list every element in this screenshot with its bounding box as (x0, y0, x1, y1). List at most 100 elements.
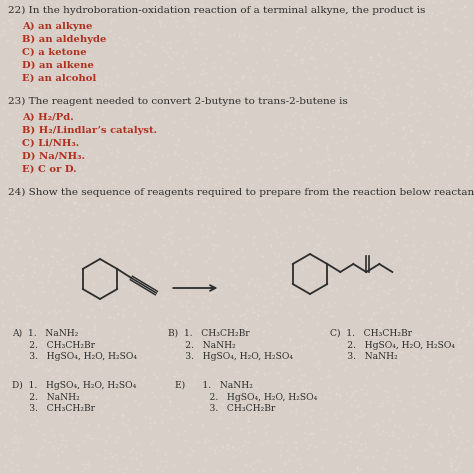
Point (158, 324, 166, 332)
Point (183, 279, 191, 287)
Point (449, 221, 457, 229)
Point (318, 160, 325, 167)
Point (100, 106, 107, 113)
Point (75, 352, 82, 359)
Point (459, 326, 467, 334)
Point (295, 227, 303, 235)
Point (26, 28, 33, 36)
Point (453, 154, 460, 162)
Point (32, 170, 40, 178)
Point (315, 27, 322, 34)
Point (461, 93, 468, 100)
Point (39, 36, 47, 43)
Point (92, 0, 100, 7)
Point (332, 446, 339, 453)
Point (435, 347, 442, 355)
Point (133, 440, 140, 447)
Point (139, 215, 146, 223)
Point (263, 429, 270, 437)
Point (92, 60, 100, 68)
Point (452, 188, 459, 195)
Point (466, 317, 474, 325)
Point (110, 315, 118, 322)
Point (139, 194, 146, 201)
Point (46, 82, 54, 90)
Point (463, 249, 470, 257)
Point (330, 328, 337, 336)
Point (165, 235, 173, 242)
Point (149, 40, 156, 47)
Point (300, 45, 308, 52)
Point (459, 428, 467, 436)
Point (220, 196, 228, 203)
Point (377, 54, 384, 61)
Point (456, 335, 463, 343)
Point (54, 333, 61, 341)
Point (208, 80, 215, 88)
Point (147, 159, 155, 167)
Point (329, 447, 337, 455)
Point (257, 4, 264, 12)
Point (143, 0, 151, 5)
Point (78, 468, 86, 474)
Point (386, 329, 393, 337)
Point (409, 241, 417, 249)
Point (431, 346, 438, 354)
Point (386, 53, 393, 61)
Point (359, 298, 367, 306)
Point (253, 89, 261, 96)
Point (452, 294, 460, 302)
Point (305, 460, 313, 468)
Point (73, 356, 80, 363)
Point (377, 356, 384, 363)
Point (196, 402, 204, 410)
Point (0, 241, 6, 248)
Point (30, 99, 38, 107)
Point (252, 22, 260, 29)
Point (235, 31, 242, 38)
Point (220, 136, 228, 143)
Point (216, 42, 223, 49)
Point (197, 165, 204, 173)
Point (339, 268, 347, 275)
Point (351, 396, 358, 404)
Point (255, 282, 263, 289)
Point (331, 188, 338, 195)
Point (71, 200, 79, 207)
Point (123, 35, 130, 43)
Point (22, 175, 30, 182)
Point (247, 394, 255, 402)
Point (464, 220, 472, 228)
Point (371, 142, 379, 149)
Point (300, 3, 308, 10)
Point (282, 120, 289, 128)
Point (113, 302, 121, 310)
Point (357, 72, 365, 80)
Point (464, 437, 472, 444)
Point (119, 218, 127, 226)
Point (5, 273, 12, 280)
Point (233, 284, 240, 292)
Point (271, 260, 279, 268)
Point (256, 394, 264, 402)
Point (18, 48, 26, 55)
Point (69, 28, 77, 36)
Point (199, 152, 207, 159)
Point (136, 39, 144, 47)
Point (355, 466, 362, 474)
Point (118, 126, 126, 134)
Point (55, 451, 62, 459)
Point (355, 308, 363, 316)
Point (60, 68, 67, 76)
Point (375, 430, 383, 438)
Point (386, 364, 393, 372)
Point (405, 295, 412, 303)
Text: 3.   HgSO₄, H₂O, H₂SO₄: 3. HgSO₄, H₂O, H₂SO₄ (12, 352, 137, 361)
Point (136, 212, 144, 220)
Point (361, 163, 369, 171)
Point (337, 155, 344, 162)
Point (385, 415, 393, 422)
Point (84, 313, 92, 321)
Point (108, 19, 115, 27)
Point (190, 380, 198, 388)
